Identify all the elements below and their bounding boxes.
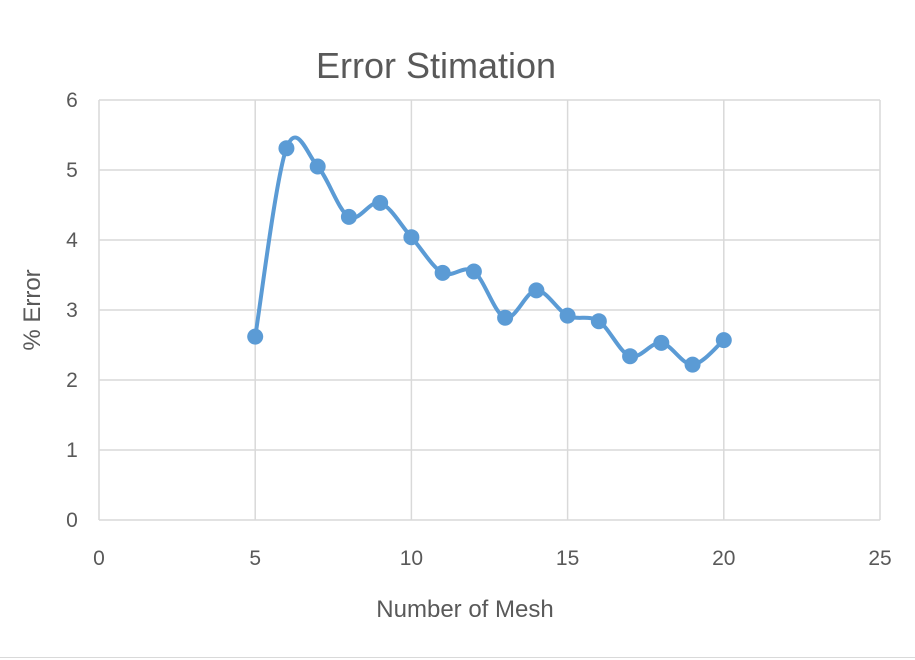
data-point (372, 194, 389, 211)
data-point (278, 140, 295, 157)
x-axis-title: Number of Mesh (376, 596, 553, 623)
series-line (253, 135, 726, 367)
data-point (622, 348, 639, 365)
x-tick-label: 10 (400, 547, 423, 570)
y-tick-label: 0 (66, 509, 78, 532)
x-tick-label: 5 (249, 547, 261, 570)
data-point (653, 334, 670, 351)
data-point (403, 229, 420, 246)
data-point (309, 158, 326, 175)
y-tick-label: 5 (66, 159, 78, 182)
y-tick-label: 4 (66, 229, 78, 252)
data-point (528, 282, 545, 299)
y-tick-label: 6 (66, 89, 78, 112)
x-tick-label: 15 (556, 547, 579, 570)
bottom-border (0, 657, 915, 658)
y-tick-label: 1 (66, 439, 78, 462)
y-tick-label: 3 (66, 299, 78, 322)
data-point (247, 328, 264, 345)
x-tick-label: 20 (712, 547, 735, 570)
x-tick-label: 0 (93, 547, 105, 570)
x-tick-label: 25 (868, 547, 891, 570)
series (247, 135, 732, 373)
y-tick-label: 2 (66, 369, 78, 392)
tick-labels: 0 1 2 3 4 5 6 0 5 10 15 20 25 (66, 89, 892, 570)
data-point (590, 313, 607, 330)
grid (99, 99, 881, 520)
data-point (340, 208, 357, 225)
data-point (434, 264, 451, 281)
axes (98, 100, 880, 521)
data-point (715, 332, 732, 349)
data-point (684, 356, 701, 373)
y-axis-title: % Error (19, 269, 46, 350)
chart-title: Error Stimation (316, 45, 556, 86)
data-point (497, 309, 514, 326)
data-point (559, 307, 576, 324)
data-point (465, 263, 482, 280)
